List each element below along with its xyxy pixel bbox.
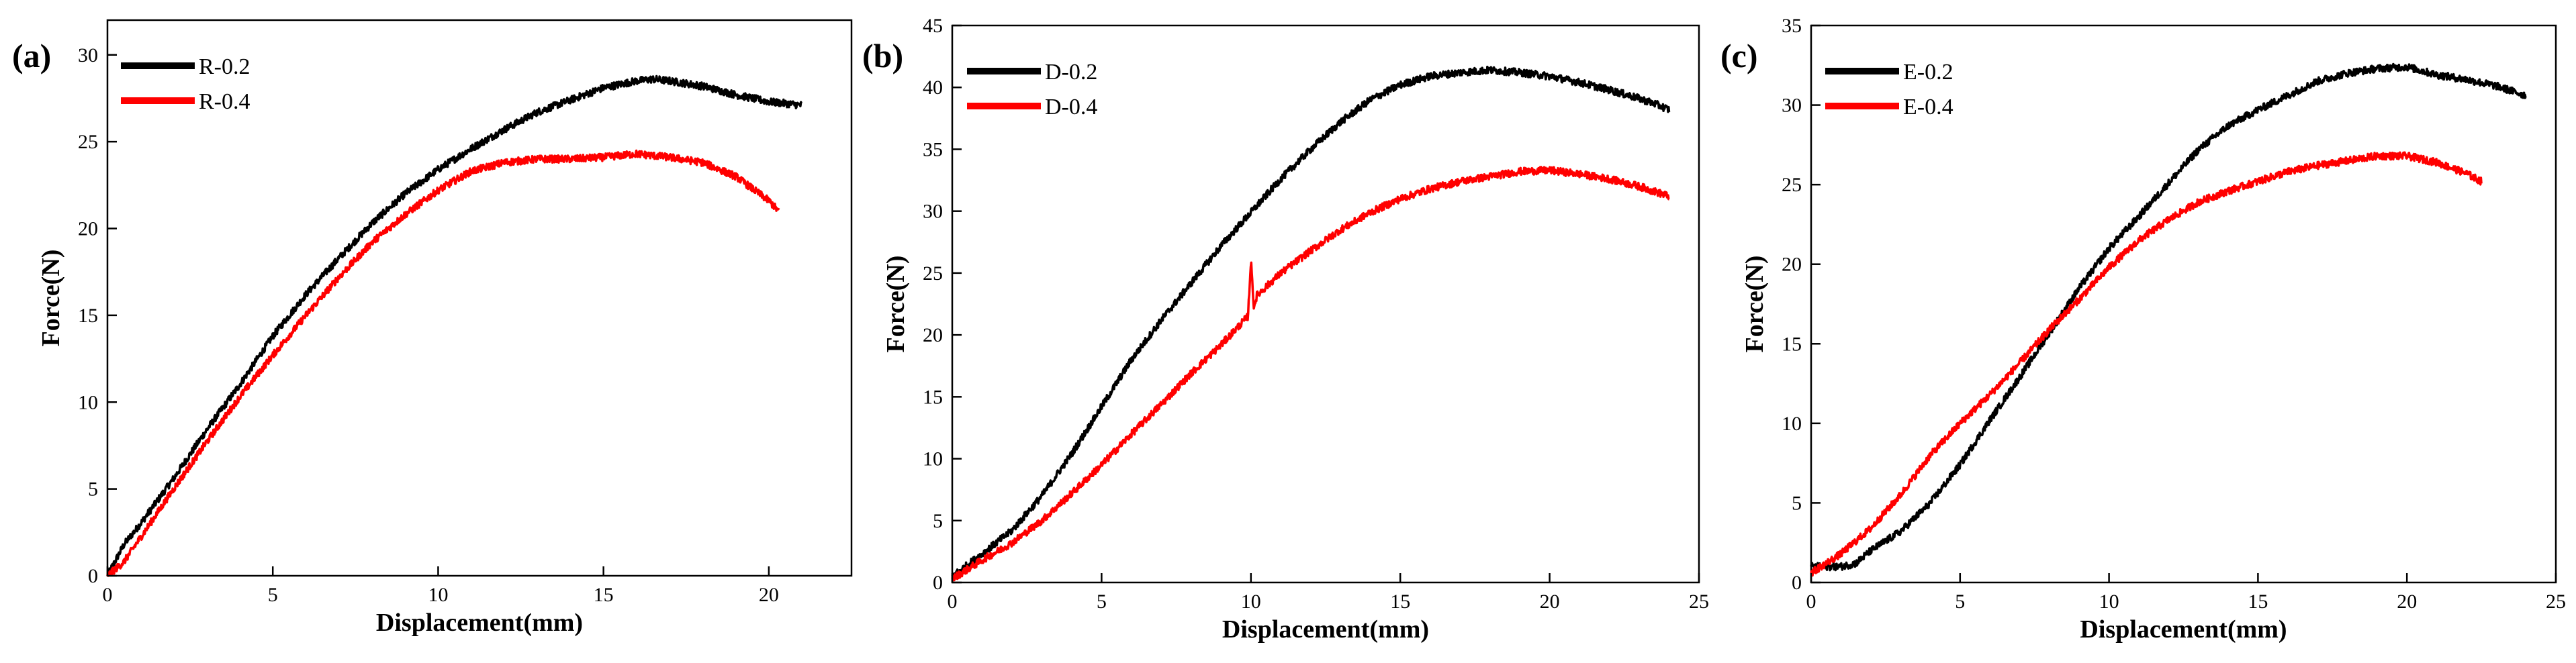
y-tick-label: 20: [923, 324, 943, 346]
y-tick-label: 30: [923, 201, 943, 223]
y-tick-label: 30: [1782, 95, 1802, 117]
series-line-r-0-2: [106, 74, 803, 577]
x-tick-label: 0: [1806, 591, 1816, 613]
legend-label-r-0-2: R-0.2: [199, 54, 250, 79]
y-tick-label: 0: [933, 572, 943, 594]
x-tick-label: 15: [594, 584, 614, 606]
series-line-e-0-2: [1810, 62, 2527, 572]
plot-frame-a: [106, 19, 853, 577]
x-tick-label: 20: [759, 584, 779, 606]
y-tick-label: 25: [1782, 174, 1802, 196]
plot-area-c: 0 5 10 15 20 25 0 5 10 15 20 25 30 35: [1782, 15, 2566, 613]
y-axis-title-c: Force(N): [1741, 256, 1769, 353]
panel-label-a: (a): [12, 37, 51, 74]
x-tick-label: 25: [2546, 591, 2566, 613]
y-tick-label: 0: [1792, 572, 1802, 594]
x-tick-label: 25: [1689, 591, 1709, 613]
x-tick-label: 5: [1097, 591, 1107, 613]
x-tick-label: 20: [2397, 591, 2417, 613]
x-tick-label: 15: [2248, 591, 2268, 613]
panel-label-c: (c): [1720, 37, 1758, 74]
series-line-d-0-2: [951, 65, 1671, 578]
legend-label-e-0-2: E-0.2: [1903, 60, 1953, 85]
legend-label-d-0-2: D-0.2: [1045, 60, 1097, 85]
y-tick-label: 10: [923, 448, 943, 470]
y-axis-title-a: Force(N): [37, 250, 65, 347]
x-tick-label: 5: [268, 584, 278, 606]
y-axis-title-b: Force(N): [882, 256, 910, 353]
series-layer-a: [106, 74, 803, 577]
y-tick-label: 5: [1792, 492, 1802, 514]
x-axis-title-a: Displacement(mm): [376, 609, 583, 637]
ticks-layer-a: 0 5 10 15 20 0 5 10 15 20 25 30: [78, 44, 779, 606]
series-line-d-0-4: [951, 166, 1670, 582]
panel-label-b: (b): [862, 37, 903, 74]
x-tick-label: 5: [1955, 591, 1965, 613]
y-tick-label: 15: [923, 386, 943, 408]
x-tick-label: 10: [428, 584, 448, 606]
panel-a: 0 5 10 15 20 0 5 10 15 20 25 30 (a) Displacement(mm…: [12, 19, 853, 637]
y-tick-label: 15: [1782, 333, 1802, 355]
x-tick-label: 10: [2099, 591, 2119, 613]
panel-b: 0 5 10 15 20 25 0 5 10 15 20 25 30 35 40 45 (b) Displac…: [862, 15, 1709, 644]
y-tick-label: 35: [923, 138, 943, 160]
series-layer-c: [1810, 62, 2527, 577]
y-tick-label: 30: [78, 44, 98, 66]
y-tick-label: 40: [923, 76, 943, 99]
series-line-e-0-4: [1810, 151, 2483, 577]
legend-b: D-0.2 D-0.4: [967, 60, 1097, 119]
x-tick-label: 20: [1540, 591, 1560, 613]
plot-area-b: 0 5 10 15 20 25 0 5 10 15 20 25 30 35 40 45: [923, 15, 1709, 613]
plot-area-a: 0 5 10 15 20 0 5 10 15 20 25 30: [78, 19, 853, 606]
series-line-r-0-4: [106, 149, 780, 577]
legend-c: E-0.2 E-0.4: [1825, 60, 1953, 119]
legend-label-e-0-4: E-0.4: [1903, 95, 1953, 119]
x-tick-label: 15: [1390, 591, 1410, 613]
y-tick-label: 5: [933, 510, 943, 532]
x-tick-label: 0: [948, 591, 958, 613]
x-tick-label: 10: [1241, 591, 1261, 613]
x-tick-label: 0: [103, 584, 113, 606]
y-tick-label: 25: [78, 131, 98, 153]
y-tick-label: 5: [88, 478, 98, 501]
series-layer-b: [951, 65, 1671, 582]
plot-frame-c: [1810, 24, 2557, 584]
y-tick-label: 45: [923, 15, 943, 37]
ticks-layer-c: 0 5 10 15 20 25 0 5 10 15 20 25 30 35: [1782, 15, 2566, 613]
y-tick-label: 35: [1782, 15, 1802, 37]
y-tick-label: 0: [88, 565, 98, 587]
y-tick-label: 10: [1782, 413, 1802, 435]
plot-frame-b: [951, 24, 1700, 584]
legend-a: R-0.2 R-0.4: [121, 54, 250, 114]
y-tick-label: 15: [78, 305, 98, 327]
legend-label-r-0-4: R-0.4: [199, 89, 250, 114]
x-axis-title-c: Displacement(mm): [2080, 615, 2287, 644]
y-tick-label: 20: [78, 218, 98, 240]
panel-c: 0 5 10 15 20 25 0 5 10 15 20 25 30 35 (c) Displacemen…: [1720, 15, 2566, 644]
y-tick-label: 10: [78, 391, 98, 413]
y-tick-label: 20: [1782, 254, 1802, 276]
ticks-layer-b: 0 5 10 15 20 25 0 5 10 15 20 25 30 35 40 45: [923, 15, 1709, 613]
y-tick-label: 25: [923, 262, 943, 285]
x-axis-title-b: Displacement(mm): [1222, 615, 1429, 644]
legend-label-d-0-4: D-0.4: [1045, 95, 1097, 119]
